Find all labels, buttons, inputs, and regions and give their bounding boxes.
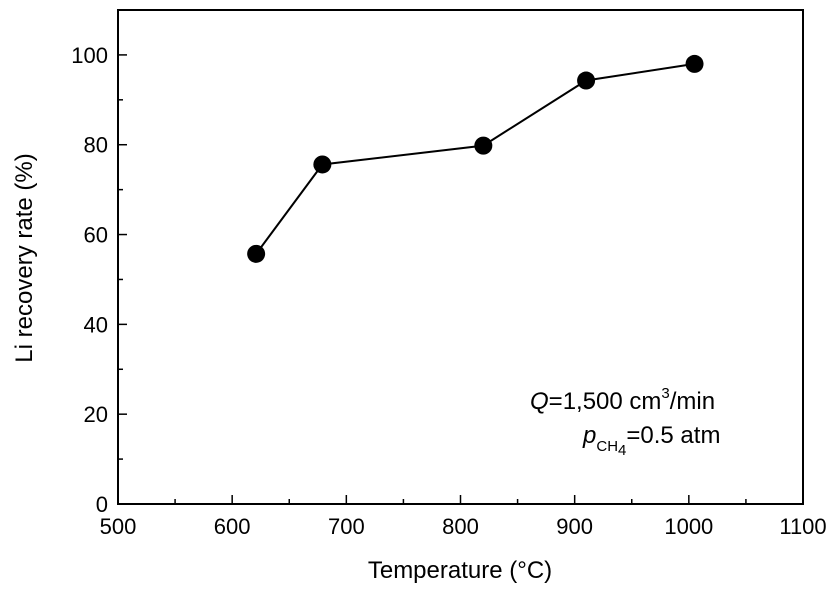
annotation-q-sup: 3 [661, 385, 669, 402]
y-tick-label: 40 [84, 312, 108, 337]
annotation-q-value: =1,500 cm [549, 388, 662, 415]
y-tick-label: 0 [96, 492, 108, 517]
annotation-p-subsub: 4 [618, 442, 626, 459]
plot-frame [117, 9, 804, 505]
annotation-p-symbol: p [582, 422, 596, 449]
data-point [313, 155, 332, 174]
data-point [247, 244, 266, 263]
annotation-flow-rate: Q=1,500 cm3/min [530, 385, 715, 415]
x-tick-label: 1000 [664, 514, 713, 539]
x-tick-label: 900 [556, 514, 593, 539]
annotation-q-line: Q=1,500 cm3/min [530, 385, 715, 415]
tick-labels: 500 600 700 800 900 1000 1100 0 20 40 60 80 100 [71, 43, 826, 539]
y-axis-label: Li recovery rate (%) [11, 153, 38, 362]
x-tick-label: 700 [328, 514, 365, 539]
y-tick-label: 20 [84, 402, 108, 427]
y-tick-label: 100 [71, 43, 108, 68]
y-tick-label: 80 [84, 133, 108, 158]
annotation-p-line: pCH4=0.5 atm [582, 422, 720, 459]
x-tick-label: 600 [214, 514, 251, 539]
x-axis-label: Temperature (°C) [368, 557, 552, 584]
annotation-q-symbol: Q [530, 388, 549, 415]
x-tick-label: 1100 [779, 514, 826, 539]
data-point [577, 71, 596, 90]
data-point [685, 54, 704, 73]
x-tick-label: 500 [100, 514, 137, 539]
annotation-pressure: pCH4=0.5 atm [582, 422, 720, 459]
data-points [247, 54, 704, 263]
data-point [474, 136, 493, 155]
annotation-q-unit: /min [670, 388, 715, 415]
x-tick-label: 800 [442, 514, 479, 539]
annotation-p-value: =0.5 atm [626, 422, 720, 449]
annotation-p-sub: CH [596, 438, 618, 455]
y-tick-label: 60 [84, 223, 108, 248]
